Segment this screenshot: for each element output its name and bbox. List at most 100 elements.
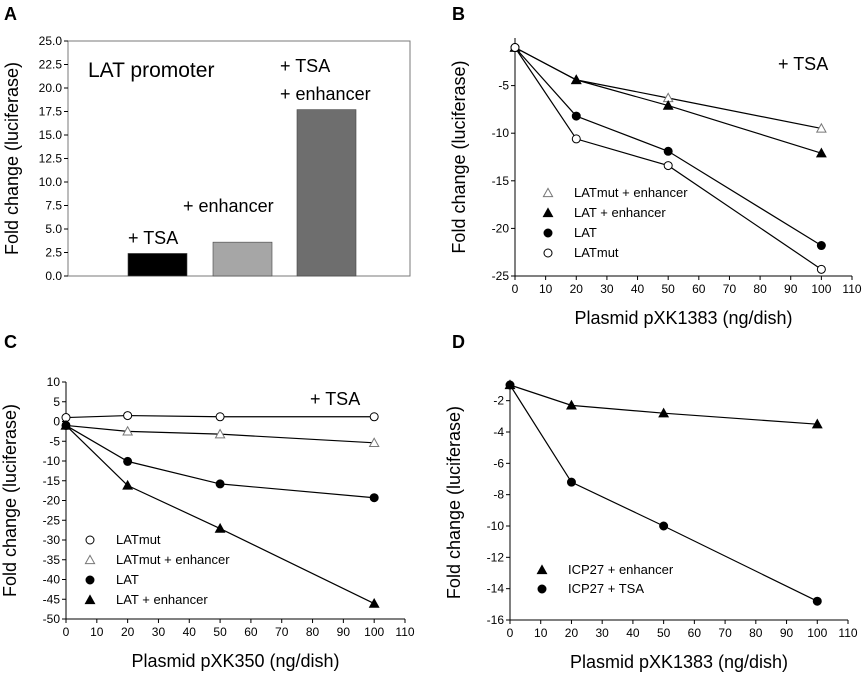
x-tick-label: 80 [749, 626, 763, 640]
data-point [566, 399, 577, 410]
y-tick-label: -14 [487, 582, 505, 596]
y-tick-label: -20 [492, 221, 510, 235]
y-tick-label: -8 [493, 488, 504, 502]
x-tick-label: 50 [662, 282, 676, 296]
y-tick-label: 10 [47, 375, 61, 389]
y-tick-label: -20 [43, 494, 61, 508]
legend-entry: LATmut [574, 245, 619, 260]
panel-letter: B [452, 4, 465, 24]
x-tick-label: 100 [811, 282, 831, 296]
y-tick-label: -10 [492, 126, 510, 140]
series-line-2 [509, 384, 818, 602]
data-point [570, 74, 582, 85]
legend-marker [85, 575, 95, 585]
panel-letter: C [4, 332, 17, 352]
x-tick-label: 30 [152, 625, 166, 639]
data-point [60, 419, 72, 430]
data-point [571, 134, 581, 144]
series-line-2 [65, 424, 375, 444]
y-tick-label: -15 [43, 474, 61, 488]
bar-annotation: + TSA [280, 56, 330, 76]
y-tick-label: -5 [49, 434, 60, 448]
legend-entry: LAT [574, 225, 597, 240]
y-axis-label: Fold change (luciferase) [449, 60, 469, 253]
x-tick-label: 0 [512, 282, 519, 296]
y-tick-label: 17.5 [39, 105, 63, 119]
legend-entry: LAT [116, 572, 139, 587]
legend-marker [84, 594, 96, 605]
y-tick-label: 0.0 [45, 269, 62, 283]
x-tick-label: 0 [63, 625, 70, 639]
legend-marker [543, 248, 553, 258]
y-axis-label: Fold change (luciferase) [0, 404, 20, 597]
x-tick-label: 110 [395, 625, 414, 639]
series-line-3 [65, 424, 375, 499]
legend-entry: LATmut [116, 532, 161, 547]
data-point [123, 456, 133, 466]
data-point [811, 418, 823, 429]
y-axis-label: Fold change (luciferase) [444, 406, 464, 599]
condition-annotation: + TSA [310, 389, 360, 409]
y-tick-label: 22.5 [39, 58, 63, 72]
chart-panel-D: D Fold change (luciferase) 0 10 20 30 40 50 60 70… [444, 332, 858, 672]
y-tick-label: -2 [493, 394, 504, 408]
chart-panel-A: A Fold change (luciferase) 0.0 2.5 5.0 7.5 10.… [2, 4, 411, 283]
data-point [369, 412, 379, 422]
x-tick-label: 10 [534, 626, 548, 640]
bar-3 [296, 109, 357, 277]
series-line-2 [514, 46, 822, 154]
data-point [812, 596, 822, 606]
bar-annotation: + TSA [128, 228, 178, 248]
data-point [663, 161, 673, 171]
data-point [662, 99, 674, 110]
y-tick-label: 15.0 [39, 128, 63, 142]
data-point [369, 493, 379, 503]
y-tick-label: -4 [493, 425, 504, 439]
y-tick-label: 12.5 [39, 152, 63, 166]
x-tick-label: 80 [306, 625, 320, 639]
legend-marker [537, 584, 547, 594]
y-tick-label: 20.0 [39, 81, 63, 95]
data-point [571, 111, 581, 121]
x-axis-label: Plasmid pXK1383 (ng/dish) [574, 308, 792, 328]
y-tick-label: -12 [487, 550, 505, 564]
y-tick-label: -10 [487, 519, 505, 533]
x-tick-label: 70 [718, 626, 732, 640]
x-tick-label: 100 [364, 625, 384, 639]
x-tick-label: 20 [121, 625, 135, 639]
chart-panel-B: B Fold change (luciferase) 0 10 20 30 40 50 60 70… [449, 4, 862, 328]
condition-annotation: + TSA [778, 54, 828, 74]
data-point [368, 597, 380, 608]
x-tick-label: 30 [596, 626, 610, 640]
data-point [815, 122, 827, 133]
bar-annotation: + enhancer [280, 84, 371, 104]
data-point [816, 264, 826, 274]
y-tick-label: -30 [43, 533, 61, 547]
legend-entry: LAT + enhancer [116, 592, 208, 607]
y-tick-label: 7.5 [45, 199, 62, 213]
data-point [510, 43, 520, 53]
x-tick-label: 20 [570, 282, 584, 296]
data-point [123, 411, 133, 421]
x-tick-label: 100 [807, 626, 827, 640]
x-tick-label: 10 [90, 625, 104, 639]
legend-marker [543, 228, 553, 238]
x-tick-label: 60 [244, 625, 258, 639]
y-tick-label: 5 [53, 395, 60, 409]
x-tick-label: 110 [842, 282, 861, 296]
legend-entry: ICP27 + TSA [568, 581, 644, 596]
chart-title-annotation: LAT promoter [88, 59, 214, 82]
x-tick-label: 80 [753, 282, 767, 296]
series-line-1 [65, 414, 375, 419]
series-line-3 [514, 47, 822, 247]
data-point [663, 146, 673, 156]
data-point [122, 479, 134, 490]
y-tick-label: -25 [492, 269, 510, 283]
y-tick-label: -40 [43, 573, 61, 587]
x-tick-label: 0 [507, 626, 514, 640]
y-tick-label: -16 [487, 613, 505, 627]
y-tick-label: -6 [493, 456, 504, 470]
x-tick-label: 40 [183, 625, 197, 639]
legend-marker [536, 564, 548, 575]
